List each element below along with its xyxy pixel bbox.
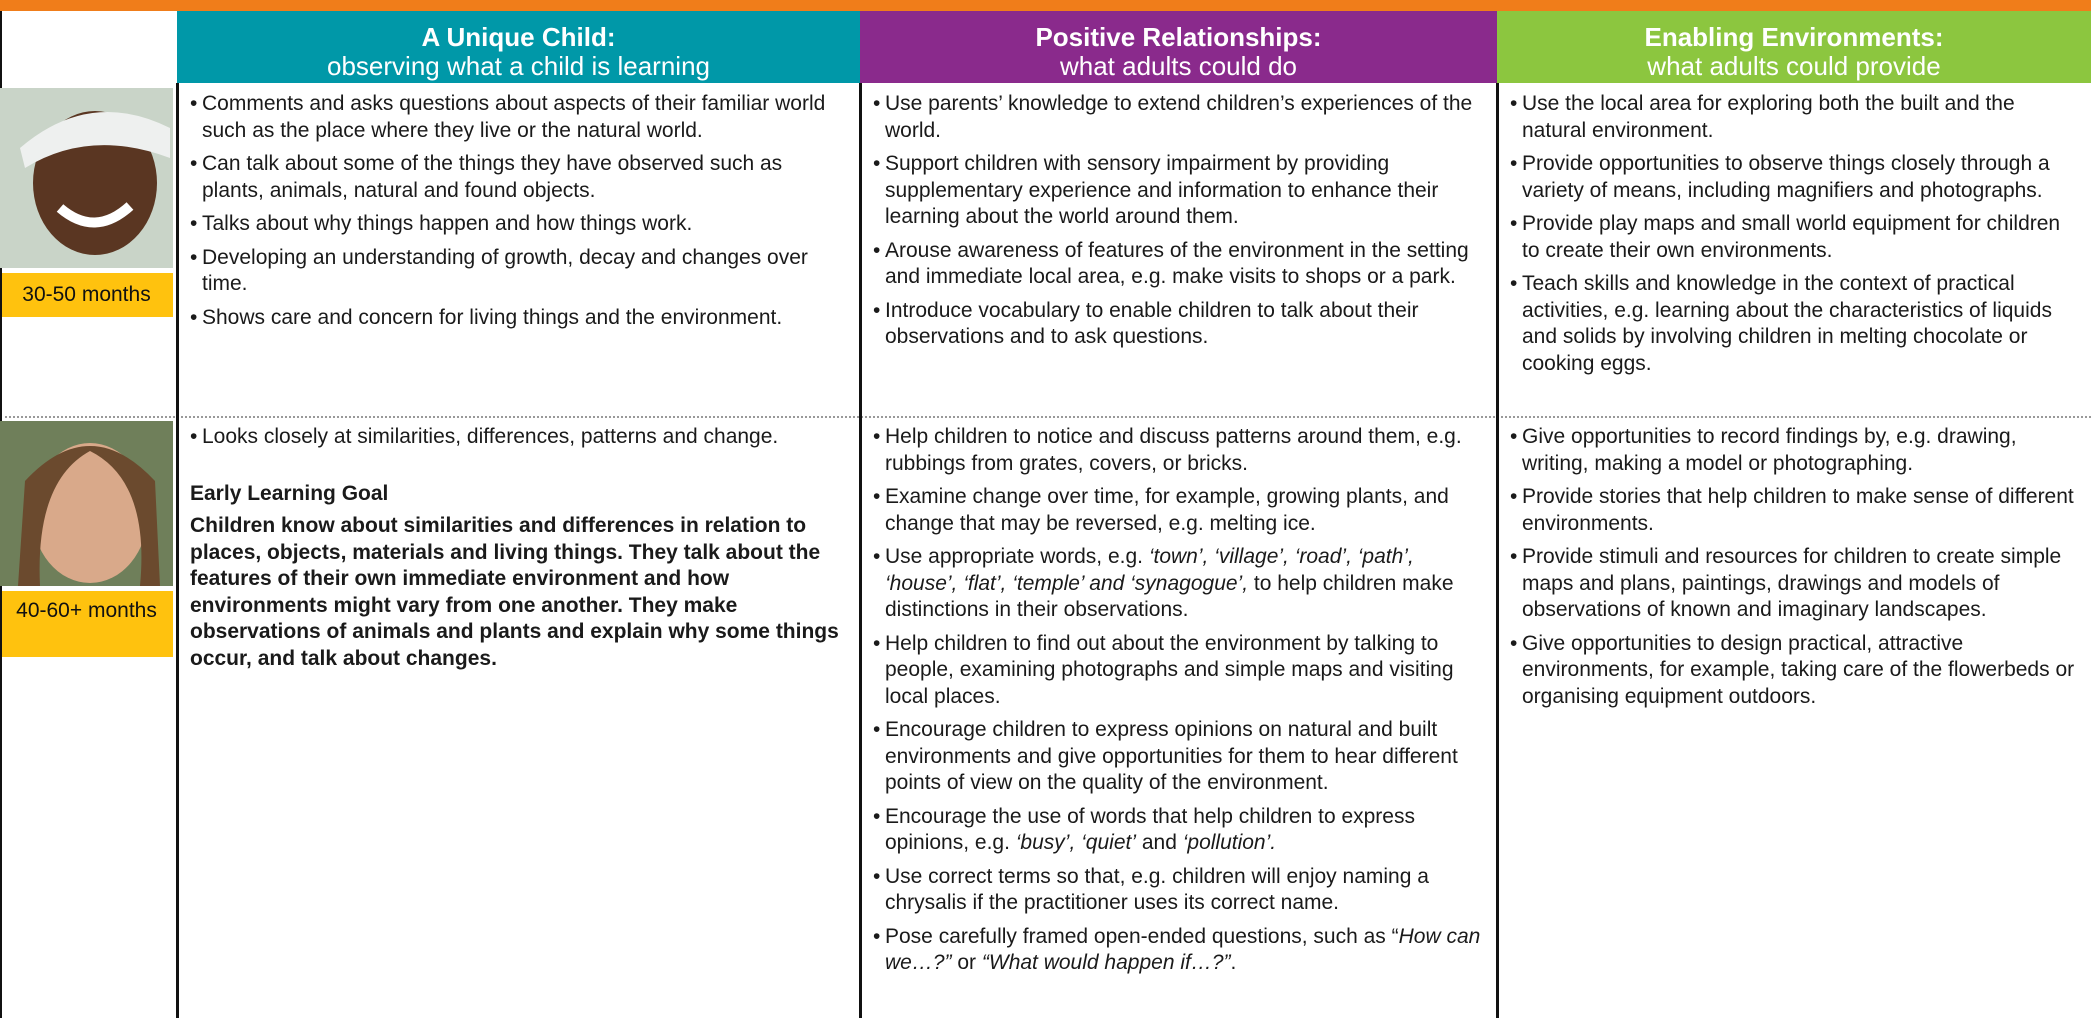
- text-run: Encourage the use of words that help chi…: [885, 804, 1415, 855]
- bullet-item: Use parents’ knowledge to extend childre…: [873, 91, 1485, 144]
- bullet-item: Teach skills and knowledge in the contex…: [1510, 271, 2079, 377]
- bullet-item: Developing an understanding of growth, d…: [190, 245, 848, 298]
- bullet-item: Pose carefully framed open-ended questio…: [873, 924, 1485, 977]
- header-blank: [0, 11, 177, 83]
- text-run: Use appropriate words, e.g.: [885, 545, 1149, 568]
- bullet-item: Provide play maps and small world equipm…: [1510, 211, 2079, 264]
- bullet-item: Examine change over time, for example, g…: [873, 484, 1485, 537]
- cell: Use parents’ knowledge to extend childre…: [863, 83, 1497, 416]
- age-label: 40-60+ months: [0, 591, 173, 657]
- cell: Comments and asks questions about aspect…: [180, 83, 860, 416]
- bullet-item: Arouse awareness of features of the envi…: [873, 238, 1485, 291]
- row-divider: [0, 416, 2091, 418]
- text-run: .: [1230, 951, 1237, 974]
- header-subtitle: what adults could do: [1059, 51, 1298, 81]
- text-run: “What would happen if…?”: [981, 951, 1231, 974]
- text-run: to help children make distinctions in th…: [885, 571, 1454, 622]
- text-run: ‘busy’, ‘quiet’: [1015, 831, 1136, 854]
- bullet-item: Give opportunities to design practical, …: [1510, 631, 2079, 711]
- bullet-item: Introduce vocabulary to enable children …: [873, 298, 1485, 351]
- bullet-item: Give opportunities to record findings by…: [1510, 424, 2079, 477]
- cell: Looks closely at similarities, differenc…: [180, 416, 860, 1018]
- text-run: ‘pollution’.: [1182, 831, 1277, 854]
- bullet-item: Provide opportunities to observe things …: [1510, 151, 2079, 204]
- top-band: [0, 0, 2091, 11]
- text-run: and: [1136, 831, 1183, 854]
- bullet-item: Provide stories that help children to ma…: [1510, 484, 2079, 537]
- bullet-item: Help children to notice and discuss patt…: [873, 424, 1485, 477]
- bullet-item: Provide stimuli and resources for childr…: [1510, 544, 2079, 624]
- photo: [0, 421, 173, 586]
- text-run: or: [951, 951, 982, 974]
- bullet-item: Use the local area for exploring both th…: [1510, 91, 2079, 144]
- cell: Use the local area for exploring both th…: [1500, 83, 2091, 416]
- text-run: How can we…?”: [885, 924, 1481, 975]
- text-run: ‘town’, ‘village’, ‘road’, ‘path’, ‘hous…: [885, 545, 1414, 595]
- photo: [0, 88, 173, 268]
- bullet-item: Shows care and concern for living things…: [190, 305, 848, 332]
- goal-text: Children know about similarities and dif…: [190, 514, 839, 670]
- bullet-item: Can talk about some of the things they h…: [190, 151, 848, 204]
- cell: Give opportunities to record findings by…: [1500, 416, 2091, 1018]
- bullet-item: Use correct terms so that, e.g. children…: [873, 864, 1485, 917]
- bullet-item: Encourage the use of words that help chi…: [873, 804, 1485, 857]
- cell: Help children to notice and discuss patt…: [863, 416, 1497, 1018]
- header-subtitle: what adults could provide: [1647, 51, 1941, 81]
- bullet-item: Comments and asks questions about aspect…: [190, 91, 848, 144]
- header-title: A Unique Child:: [421, 22, 616, 52]
- goal-heading: Early Learning Goal: [190, 481, 389, 505]
- bullet-item: Encourage children to express opinions o…: [873, 717, 1485, 797]
- header-title: Enabling Environments:: [1644, 22, 1944, 52]
- bullet-item: Help children to find out about the envi…: [873, 631, 1485, 711]
- bullet-item: Support children with sensory impairment…: [873, 151, 1485, 231]
- bullet-item: Use appropriate words, e.g. ‘town’, ‘vil…: [873, 544, 1485, 624]
- header-title: Positive Relationships:: [1035, 22, 1322, 52]
- bullet-item: Talks about why things happen and how th…: [190, 211, 848, 238]
- column-header: Positive Relationships: what adults could…: [860, 11, 1497, 83]
- column-line: [859, 83, 862, 1018]
- bullet-item: Looks closely at similarities, differenc…: [190, 424, 848, 451]
- header-subtitle: observing what a child is learning: [327, 51, 710, 81]
- text-run: Pose carefully framed open-ended questio…: [885, 924, 1399, 948]
- column-line: [176, 83, 179, 1018]
- column-header: A Unique Child: observing what a child is…: [177, 11, 860, 83]
- column-line: [1496, 83, 1499, 1018]
- age-label: 30-50 months: [0, 273, 173, 317]
- column-header: Enabling Environments: what adults could …: [1497, 11, 2091, 83]
